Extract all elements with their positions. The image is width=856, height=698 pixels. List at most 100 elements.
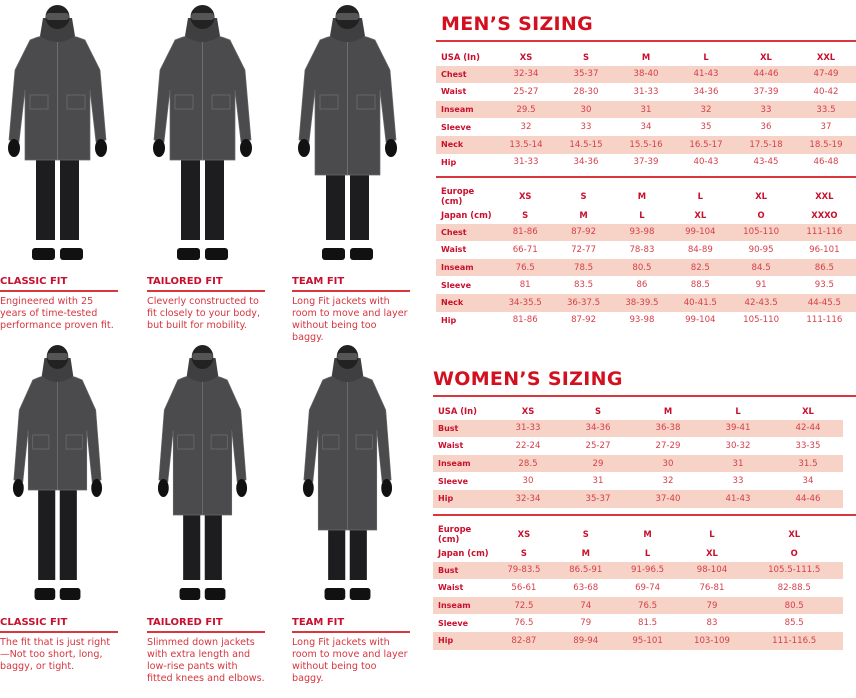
measurement-value: 37 <box>820 122 832 133</box>
table-header-row: Europe (cm) XS S M L XL <box>433 524 843 544</box>
divider <box>436 176 856 178</box>
measurement-value: 93.5 <box>814 280 834 291</box>
measurement-value: 81 <box>519 280 531 291</box>
table-row: Hip 82-87 89-94 95-101 103-109 111-116.5 <box>433 631 843 650</box>
measurement-value: 37-39 <box>753 86 779 97</box>
size-header: XL <box>694 209 707 220</box>
mens-metric-size-table: Europe (cm) XS S M L XL XXL Japan (cm) S M L XL O XXX… <box>436 186 856 329</box>
womens-sizing-title: WOMEN’S SIZING <box>433 368 623 390</box>
measurement-value: 76.5 <box>496 258 555 277</box>
mens-sizing-title: MEN’S SIZING <box>441 13 594 35</box>
size-header: XXXO <box>811 209 838 220</box>
measurement-label: Sleeve <box>438 476 468 486</box>
row-label: Europe (cm) <box>441 186 475 206</box>
measurement-value: 13.5-14 <box>496 135 556 154</box>
measurement-value: 99-104 <box>685 315 716 326</box>
measurement-value: 82-87 <box>493 631 555 650</box>
figure-in-jacket-icon <box>153 5 252 260</box>
measurement-value: 87-92 <box>554 223 613 242</box>
measurement-value: 22-24 <box>515 440 541 451</box>
row-label: Japan (cm) <box>441 209 492 220</box>
measurement-value: 72-77 <box>571 244 597 255</box>
fit-description: Long Fit jackets with room to move and l… <box>292 296 408 343</box>
measurement-value: 81-86 <box>496 223 555 242</box>
size-header: S <box>582 529 589 539</box>
divider <box>433 514 856 516</box>
row-label: Europe (cm) <box>438 524 472 544</box>
table-header-row: USA (In) XS S M L XL <box>433 402 843 420</box>
table-row: Sleeve 81 83.5 86 88.5 91 93.5 <box>436 276 856 294</box>
table-row: Waist 22-24 25-27 27-29 30-32 33-35 <box>433 437 843 455</box>
size-header: L <box>644 547 651 558</box>
measurement-value: 105.5-111.5 <box>745 561 843 580</box>
table-header-row: USA (In) XS S M L XL XXL <box>436 48 856 66</box>
table-row: Chest 81-86 87-92 93-98 99-104 105-110 111-116 <box>436 223 856 242</box>
measurement-label: Chest <box>436 223 496 242</box>
measurement-value: 103-109 <box>678 631 746 650</box>
measurement-value: 81-86 <box>512 315 538 326</box>
row-label: Japan (cm) <box>438 547 489 558</box>
size-header: M <box>643 529 652 539</box>
size-header: L <box>709 529 715 539</box>
measurement-value: 35 <box>700 122 712 133</box>
measurement-value: 38-40 <box>616 65 676 84</box>
figure-in-jacket-icon <box>12 345 103 600</box>
measurement-value: 96-101 <box>809 244 840 255</box>
measurement-value: 80.5 <box>745 596 843 615</box>
measurement-value: 111-116 <box>806 315 843 326</box>
size-header: L <box>639 209 645 220</box>
table-row: Waist 56-61 63-68 69-74 76-81 82-88.5 <box>433 579 843 597</box>
measurement-value: 25-27 <box>585 440 611 451</box>
measurement-value: 74 <box>554 596 617 615</box>
measurement-value: 90-95 <box>748 244 774 255</box>
divider <box>436 40 856 42</box>
measurement-value: 31.5 <box>773 454 843 473</box>
measurement-value: 44-46 <box>773 489 843 508</box>
measurement-value: 83 <box>706 618 718 629</box>
table-row: Sleeve 30 31 32 33 34 <box>433 472 843 490</box>
row-label: USA (In) <box>441 51 480 62</box>
measurement-value: 32 <box>676 100 736 119</box>
measurement-value: 37-39 <box>633 157 659 168</box>
table-header-row: Japan (cm) S M L XL O <box>433 544 843 562</box>
size-header: S <box>522 209 529 220</box>
divider <box>433 395 856 397</box>
measurement-value: 44-45.5 <box>792 293 856 312</box>
measurement-value: 82.5 <box>671 258 730 277</box>
fit-caption: TAILORED FIT Cleverly constructed to fit … <box>147 276 265 332</box>
measurement-value: 43-45 <box>753 157 779 168</box>
measurement-value: 46-48 <box>813 157 839 168</box>
measurement-value: 35-37 <box>563 489 633 508</box>
fit-caption: CLASSIC FIT The fit that is just right—No… <box>0 617 118 673</box>
fit-caption: TEAM FIT Long Fit jackets with room to mo… <box>292 276 410 344</box>
measurement-value: 42-43.5 <box>729 293 793 312</box>
measurement-value: 34-36 <box>573 157 599 168</box>
measurement-value: 44-46 <box>736 65 796 84</box>
measurement-value: 105-110 <box>729 223 793 242</box>
size-header: L <box>697 191 703 201</box>
table-row: Bust 31-33 34-36 36-38 39-41 42-44 <box>433 419 843 438</box>
measurement-value: 30 <box>522 476 534 487</box>
measurement-value: 78.5 <box>554 258 613 277</box>
measurement-value: 33 <box>732 476 744 487</box>
measurement-value: 31 <box>592 476 604 487</box>
table-row: Inseam 29.5 30 31 32 33 33.5 <box>436 100 856 119</box>
fit-caption: TAILORED FIT Slimmed down jackets with ex… <box>147 617 265 685</box>
measurement-value: 33 <box>580 122 592 133</box>
size-header: S <box>520 547 527 558</box>
measurement-value: 28-30 <box>573 86 599 97</box>
measurement-label: Neck <box>436 135 496 154</box>
size-header: XXL <box>815 191 834 201</box>
measurement-value: 30-32 <box>725 440 751 451</box>
measurement-value: 40-43 <box>693 157 719 168</box>
measurement-label: Hip <box>441 315 457 325</box>
fit-description: Cleverly constructed to fit closely to y… <box>147 296 261 331</box>
womens-metric-size-table: Europe (cm) XS S M L XL Japan (cm) S M L XL O Bust 79… <box>433 524 843 650</box>
size-header: XL <box>760 51 772 62</box>
size-header: XL <box>755 191 767 201</box>
table-row: Inseam 76.5 78.5 80.5 82.5 84.5 86.5 <box>436 258 856 277</box>
measurement-value: 32-34 <box>496 65 556 84</box>
measurement-value: 39-41 <box>703 419 773 438</box>
table-row: Hip 31-33 34-36 37-39 40-43 43-45 46-48 <box>436 154 856 172</box>
size-header: M <box>663 405 673 416</box>
